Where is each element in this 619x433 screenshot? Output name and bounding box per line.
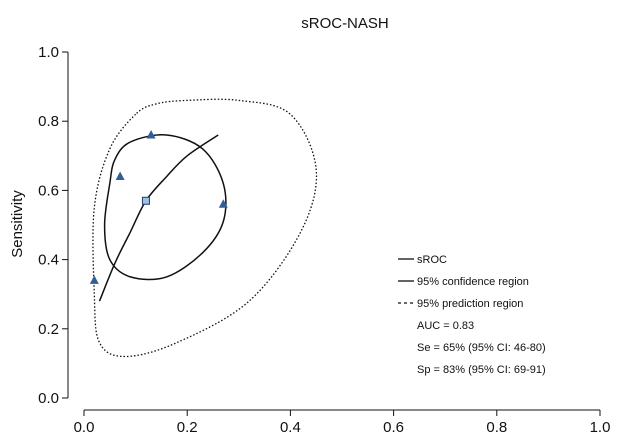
y-tick-label: 0.4 [38, 252, 59, 269]
chart-title: sROC-NASH [301, 15, 389, 32]
legend-label: 95% prediction region [417, 298, 523, 310]
annotation-text: Sp = 83% (95% CI: 69-91) [417, 364, 546, 376]
annotation-text: AUC = 0.83 [417, 320, 474, 332]
study-point [89, 275, 99, 284]
y-tick-label: 0.2 [38, 321, 59, 338]
x-tick-label: 0.0 [74, 419, 95, 433]
y-tick-label: 0.6 [38, 182, 59, 199]
study-point [218, 199, 228, 208]
legend-label: sROC [417, 254, 447, 266]
prediction-region [92, 98, 318, 358]
x-tick-label: 0.8 [486, 419, 507, 433]
legend-label: 95% confidence region [417, 276, 529, 288]
study-point [146, 130, 156, 139]
x-tick-label: 0.4 [280, 419, 301, 433]
summary-point [141, 196, 150, 205]
study-point [115, 171, 125, 181]
sroc-curve [98, 134, 219, 302]
annotation-text: Se = 65% (95% CI: 46-80) [417, 342, 546, 354]
points [89, 130, 228, 284]
y-tick-label: 0.0 [38, 390, 59, 407]
x-tick-label: 0.2 [177, 419, 198, 433]
confidence-region [103, 134, 227, 281]
x-tick-label: 1.0 [590, 419, 611, 433]
regions [92, 98, 318, 358]
axes: 0.0 0.2 0.4 0.6 0.8 1.0 0.0 0.2 0.4 0.6 0.8 1.0 [38, 44, 610, 433]
legend: sROC 95% confidence region 95% prediction … [398, 254, 546, 376]
y-axis-title: Sensitivity [9, 190, 26, 258]
x-tick-label: 0.6 [383, 419, 404, 433]
y-tick-label: 0.8 [38, 113, 59, 130]
y-tick-label: 1.0 [38, 44, 59, 61]
